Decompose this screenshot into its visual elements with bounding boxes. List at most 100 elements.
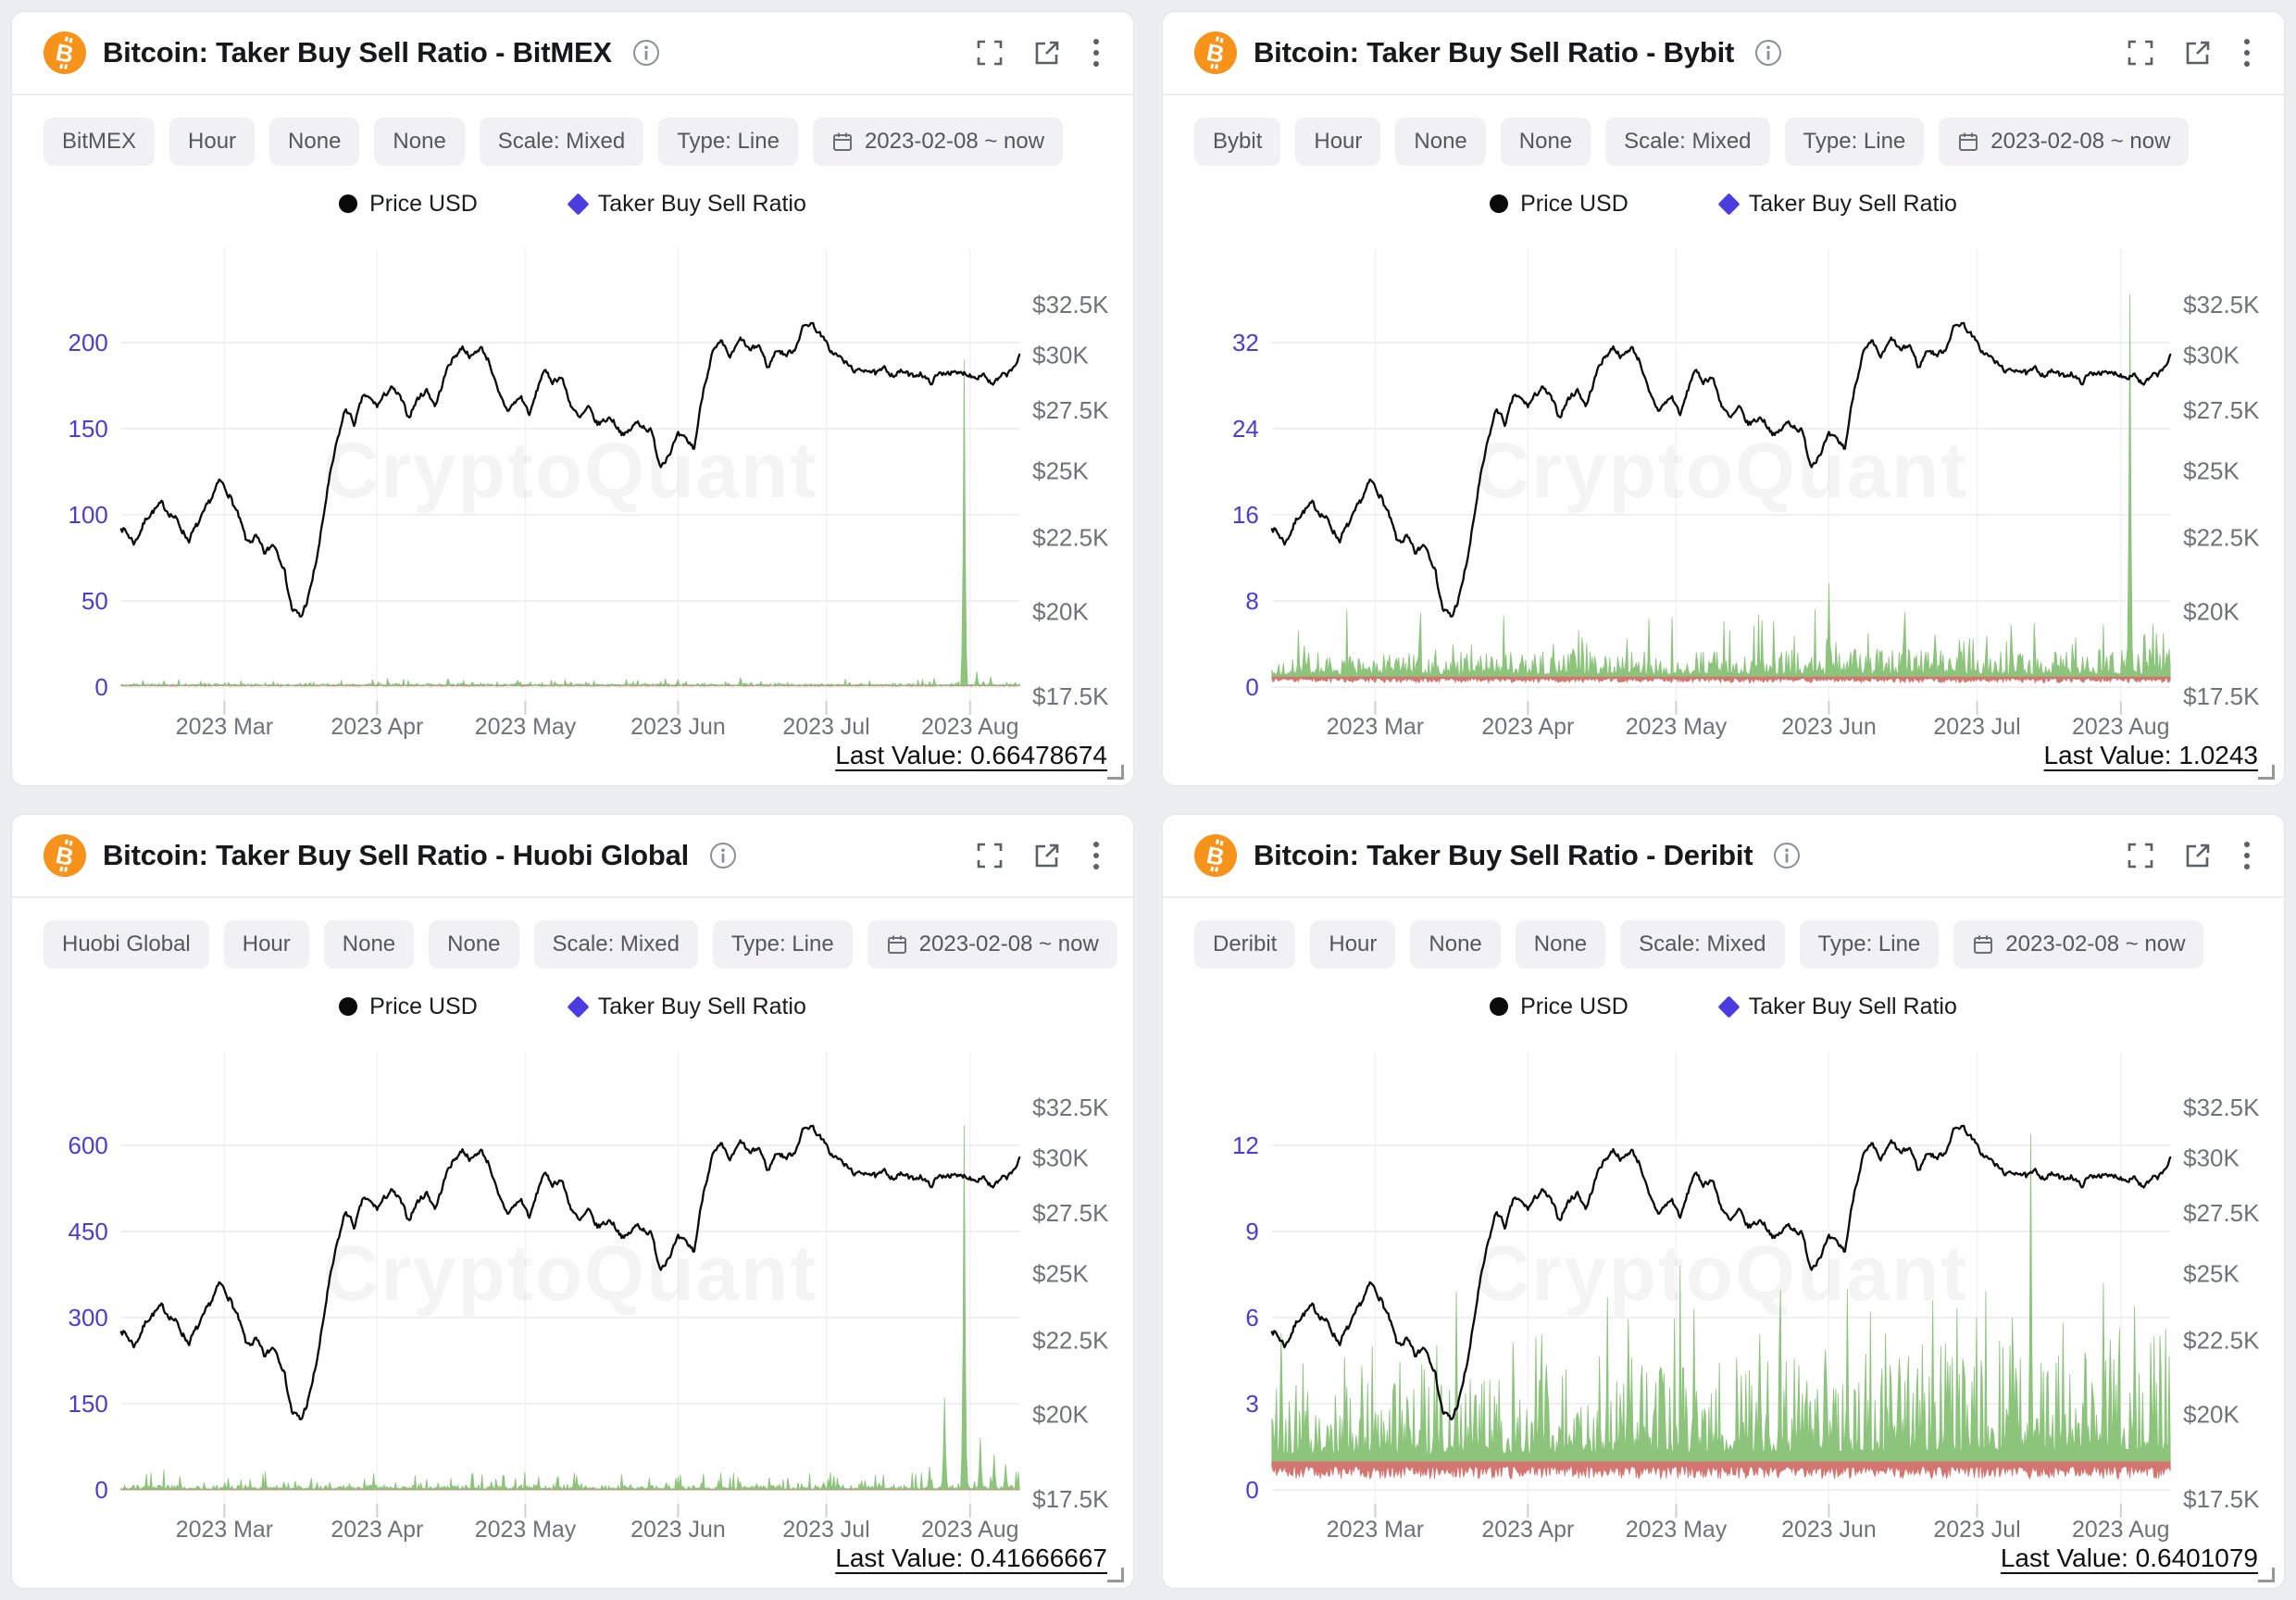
svg-text:$17.5K: $17.5K [1032,682,1109,710]
legend-taker-buy-sell-ratio[interactable]: Taker Buy Sell Ratio [1717,191,1957,218]
legend-taker-buy-sell-ratio[interactable]: Taker Buy Sell Ratio [1717,994,1957,1020]
svg-text:50: 50 [81,587,108,615]
legend-price-label: Price USD [369,993,478,1019]
date-range-chip[interactable]: 2023-02-08 ~ now [1953,920,2204,969]
open-in-new-button[interactable] [1033,39,1061,67]
svg-text:2023 Mar: 2023 Mar [176,714,273,740]
last-value: Last Value: 0.6401079 [2000,1544,2258,1572]
type-chip[interactable]: Type: Line [1784,118,1925,167]
chart-canvas[interactable]: 2023 Mar 2023 Apr 2023 May 2023 Jun 2023 Jul… [12,1022,1133,1587]
legend-taker-buy-sell-ratio[interactable]: Taker Buy Sell Ratio [567,994,806,1020]
svg-text:$20K: $20K [1032,1401,1089,1429]
resize-handle[interactable] [2258,765,2275,780]
window-chip[interactable]: Hour [1310,920,1396,969]
bitcoin-icon: B [44,31,86,74]
more-menu-button[interactable] [1091,37,1102,69]
scale-chip[interactable]: Scale: Mixed [1620,920,1785,969]
type-chip[interactable]: Type: Line [658,118,798,167]
svg-text:2023 May: 2023 May [1626,714,1728,740]
date-range-chip[interactable]: 2023-02-08 ~ now [1939,118,2190,167]
legend-price-usd[interactable]: Price USD [339,994,478,1020]
svg-text:2023 Jul: 2023 Jul [782,1517,869,1543]
svg-text:2023 Jun: 2023 Jun [630,714,726,740]
filter-chip[interactable]: None [1410,920,1501,969]
window-chip[interactable]: Hour [1295,118,1381,167]
svg-text:$32.5K: $32.5K [1032,1094,1109,1121]
last-value: Last Value: 0.41666667 [835,1544,1107,1572]
scale-chip[interactable]: Scale: Mixed [1605,118,1770,167]
legend-price-usd[interactable]: Price USD [1490,994,1628,1020]
filter-chip[interactable]: None [374,118,465,167]
chart-legend: Price USD Taker Buy Sell Ratio [12,991,1133,1022]
svg-text:100: 100 [69,501,108,529]
scale-chip[interactable]: Scale: Mixed [479,118,644,167]
chart-canvas[interactable]: 2023 Mar 2023 Apr 2023 May 2023 Jun 2023 Jul… [1163,219,2284,784]
svg-text:2023 Aug: 2023 Aug [2072,1517,2169,1543]
svg-text:2023 Mar: 2023 Mar [176,1517,273,1543]
panel-title: Bitcoin: Taker Buy Sell Ratio - Bybit [1254,36,1735,69]
legend-price-usd[interactable]: Price USD [339,191,478,218]
exchange-chip[interactable]: Bybit [1194,118,1281,167]
date-range-chip[interactable]: 2023-02-08 ~ now [867,920,1117,969]
type-chip[interactable]: Type: Line [712,920,853,969]
info-icon[interactable] [1754,39,1782,67]
svg-text:0: 0 [94,1476,107,1504]
chart-legend: Price USD Taker Buy Sell Ratio [12,188,1133,219]
filter-chip[interactable]: None [1515,920,1606,969]
open-in-new-button[interactable] [2184,39,2212,67]
legend-price-usd[interactable]: Price USD [1490,191,1628,218]
svg-text:$22.5K: $22.5K [1032,1327,1109,1355]
filter-chip[interactable]: None [323,920,415,969]
ratio-series-swatch [1717,193,1741,216]
svg-text:$27.5K: $27.5K [2183,397,2260,425]
svg-text:2023 Jun: 2023 Jun [1781,714,1877,740]
svg-text:600: 600 [69,1131,108,1159]
fullscreen-button[interactable] [2127,39,2154,67]
filter-chip[interactable]: None [269,118,360,167]
resize-handle[interactable] [1107,1568,1124,1582]
panel-title: Bitcoin: Taker Buy Sell Ratio - Huobi Gl… [103,839,690,871]
open-in-new-button[interactable] [2184,842,2212,869]
filter-chip[interactable]: None [1500,118,1591,167]
more-menu-button[interactable] [2241,840,2252,871]
filter-chips-row: Deribit Hour None None Scale: Mixed Type… [1163,898,2284,969]
filter-chips-row: BitMEX Hour None None Scale: Mixed Type:… [12,95,1133,167]
more-menu-button[interactable] [1091,840,1102,871]
date-range-label: 2023-02-08 ~ now [1990,129,2171,154]
exchange-chip[interactable]: Huobi Global [44,920,209,969]
svg-text:$25K: $25K [2183,457,2240,485]
filter-chip[interactable]: None [429,920,519,969]
fullscreen-button[interactable] [976,842,1004,869]
info-icon[interactable] [1773,842,1801,869]
panel-header: B Bitcoin: Taker Buy Sell Ratio - Huobi … [12,815,1133,898]
svg-text:300: 300 [69,1304,108,1331]
open-in-new-button[interactable] [1033,842,1061,869]
more-menu-button[interactable] [2241,37,2252,69]
svg-text:2023 Aug: 2023 Aug [2072,714,2169,740]
svg-text:2023 May: 2023 May [1626,1517,1728,1543]
resize-handle[interactable] [1107,765,1124,780]
exchange-chip[interactable]: Deribit [1194,920,1296,969]
chart-area: 2023 Mar 2023 Apr 2023 May 2023 Jun 2023 Jul… [12,219,1133,785]
svg-text:2023 May: 2023 May [475,714,577,740]
window-chip[interactable]: Hour [223,920,309,969]
info-icon[interactable] [709,842,737,869]
info-icon[interactable] [632,39,660,67]
scale-chip[interactable]: Scale: Mixed [533,920,698,969]
chart-canvas[interactable]: 2023 Mar 2023 Apr 2023 May 2023 Jun 2023 Jul… [12,219,1133,784]
svg-text:2023 Aug: 2023 Aug [921,714,1018,740]
svg-text:9: 9 [1245,1218,1258,1245]
fullscreen-button[interactable] [976,39,1004,67]
filter-chip[interactable]: None [1395,118,1486,167]
fullscreen-button[interactable] [2127,842,2154,869]
window-chip[interactable]: Hour [169,118,256,167]
svg-text:200: 200 [69,329,108,356]
svg-text:2023 Apr: 2023 Apr [1481,714,1574,740]
chart-canvas[interactable]: 2023 Mar 2023 Apr 2023 May 2023 Jun 2023 Jul… [1163,1022,2284,1587]
type-chip[interactable]: Type: Line [1799,920,1940,969]
date-range-chip[interactable]: 2023-02-08 ~ now [812,118,1064,167]
legend-taker-buy-sell-ratio[interactable]: Taker Buy Sell Ratio [567,191,806,218]
exchange-chip[interactable]: BitMEX [44,118,156,167]
svg-text:$17.5K: $17.5K [2183,1485,2260,1513]
resize-handle[interactable] [2258,1568,2275,1582]
